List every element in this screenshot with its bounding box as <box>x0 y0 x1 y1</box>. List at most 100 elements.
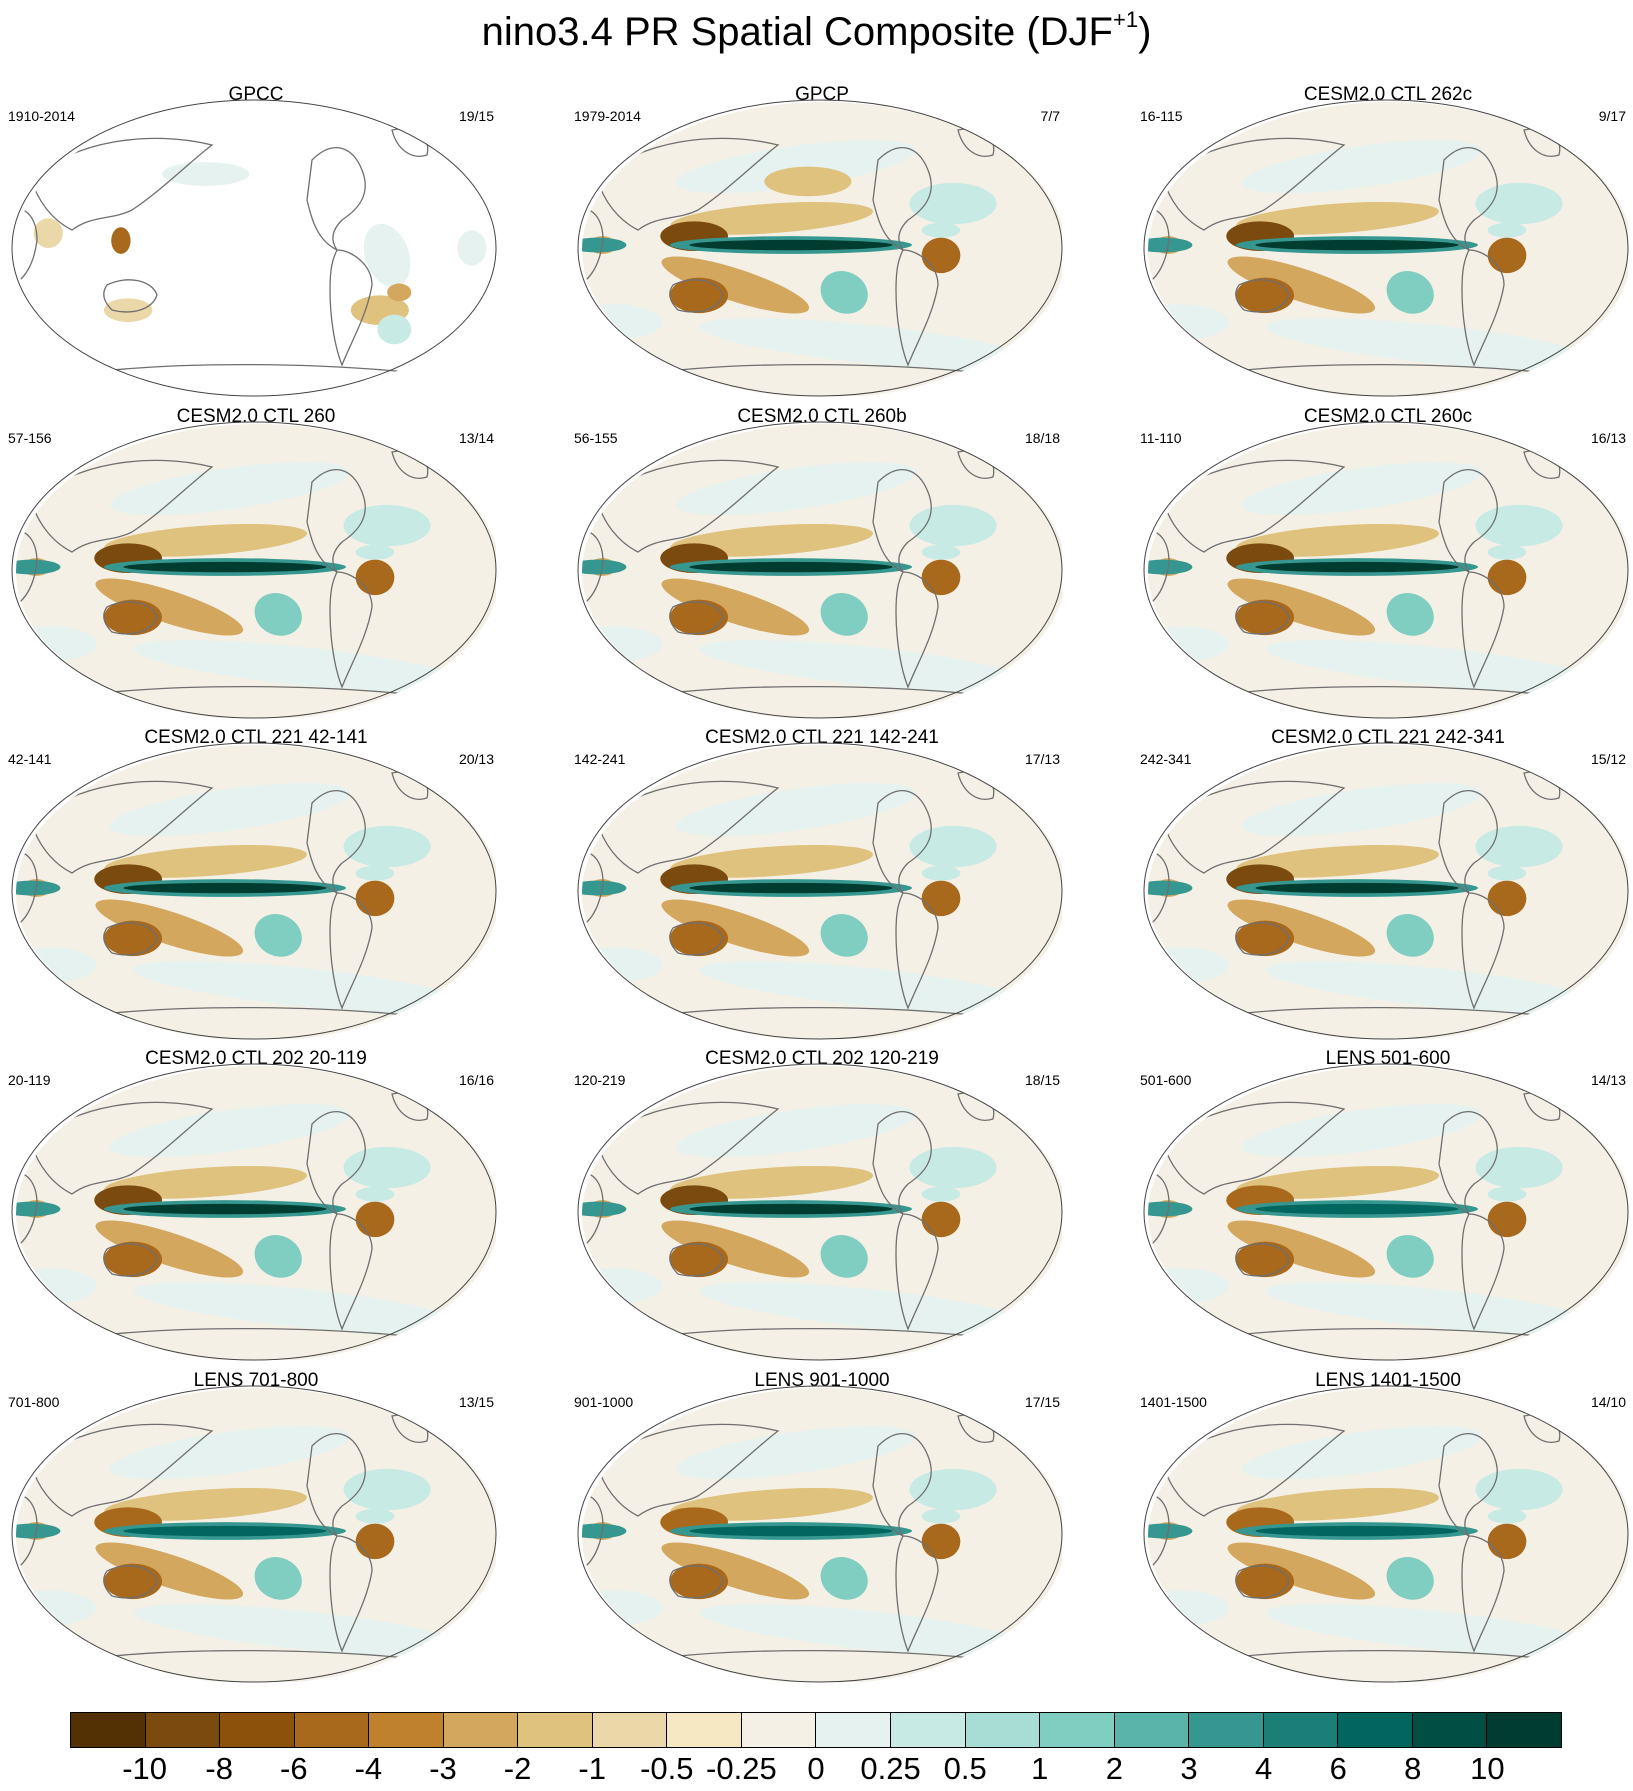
wet-anomaly-spcz <box>1386 1235 1434 1278</box>
colorbar-box <box>1114 1713 1190 1747</box>
colorbar-tick-label: -2 <box>503 1751 532 1786</box>
panel-event-count: 18/18 <box>1024 430 1060 446</box>
dry-band-north-subtropics <box>1236 1166 1439 1199</box>
wet-anomaly-indian-equator <box>582 1523 627 1539</box>
wet-tongue-core <box>1255 1203 1459 1215</box>
colorbar-tick-label: -6 <box>280 1751 308 1786</box>
wet-anomaly-spcz <box>1386 914 1434 957</box>
wet-anomaly-gulf <box>921 865 961 881</box>
panel-period: 501-600 <box>1140 1072 1192 1088</box>
wet-tongue-core <box>123 561 327 573</box>
panel-period: 56-155 <box>574 430 618 446</box>
wet-tongue-core <box>123 1203 327 1215</box>
asia-outline <box>31 137 214 231</box>
wet-anomaly-indian-equator <box>1148 1201 1193 1217</box>
dry-anomaly-australia <box>1235 277 1295 314</box>
map-frame <box>577 421 1063 719</box>
colorbar-tick-label: -0.25 <box>706 1751 777 1786</box>
map-panel: CESM2.0 CTL 221 142-241 142-241 17/13 <box>574 727 1070 1040</box>
dry-band-north-subtropics <box>670 524 873 557</box>
dry-anomaly-australia <box>103 298 153 322</box>
map-frame <box>11 1063 497 1361</box>
map-panel: CESM2.0 CTL 202 20-119 20-119 16/16 <box>8 1048 504 1361</box>
north-america-outline <box>872 1433 932 1537</box>
panel-title: LENS 901-1000 <box>754 1370 890 1391</box>
wet-anomaly-spcz <box>1386 271 1434 314</box>
colorbar-tick-label: 2 <box>1105 1751 1124 1786</box>
precipitation-map <box>11 99 497 397</box>
wet-anomaly-gulf <box>921 544 961 560</box>
panel-period: 57-156 <box>8 430 52 446</box>
map-frame <box>11 1385 497 1683</box>
colorbar-tick-label: -1 <box>578 1751 606 1786</box>
wet-anomaly-gulf <box>1487 1186 1527 1202</box>
australia-outline <box>669 1565 724 1599</box>
wet-anomaly-spcz <box>254 914 302 957</box>
north-america-outline <box>872 147 932 251</box>
dry-band-south-subtropics <box>1227 578 1376 636</box>
dry-anomaly-australia <box>669 920 729 957</box>
colorbar-box <box>816 1713 892 1747</box>
map-field <box>16 102 496 396</box>
wet-anomaly-indian-equator <box>582 1201 627 1217</box>
wet-anomaly-indian-equator <box>16 880 61 896</box>
wet-anomaly-spcz <box>820 593 868 636</box>
wet-anomaly-north-atlantic <box>343 1468 431 1511</box>
panel-period: 701-800 <box>8 1394 60 1410</box>
dry-anomaly-australia <box>103 599 163 636</box>
panel-period: 1401-1500 <box>1140 1394 1207 1410</box>
panel-title: LENS 701-800 <box>193 1370 319 1391</box>
panel-period: 120-219 <box>574 1072 626 1088</box>
map-field <box>1148 745 1628 1039</box>
wet-anomaly-indian-equator <box>16 1201 61 1217</box>
colorbar-tick-label: 4 <box>1254 1751 1273 1786</box>
precipitation-map <box>1143 742 1629 1040</box>
wet-anomaly-gulf <box>1487 865 1527 881</box>
wet-band-southern-ocean <box>699 1604 1037 1657</box>
colorbar-box <box>1263 1713 1339 1747</box>
precipitation-map <box>1143 421 1629 719</box>
dry-band-north-subtropics <box>104 845 307 878</box>
wet-anomaly-spcz <box>1386 593 1434 636</box>
colorbar-box <box>220 1713 295 1747</box>
colorbar-labels: -10 -8 -6 -4 -3 -2 -1 -0.5 -0.25 0 0.25 0.5 1 2 3 4 6 8 10 <box>70 1748 1562 1788</box>
map-field <box>582 745 1062 1039</box>
precipitation-map <box>577 1385 1063 1683</box>
wet-anomaly-indian-equator <box>16 1523 61 1539</box>
australia-outline <box>669 279 724 313</box>
wet-anomaly-gulf <box>921 1186 961 1202</box>
panel-event-count: 14/13 <box>1590 1072 1626 1088</box>
precipitation-map <box>577 421 1063 719</box>
dry-anomaly-amazon <box>387 283 412 302</box>
map-panel: LENS 1401-1500 1401-1500 14/10 <box>1140 1370 1633 1683</box>
panel-period: 20-119 <box>8 1072 51 1088</box>
wet-tongue-core <box>1255 882 1459 894</box>
map-frame <box>11 99 497 397</box>
australia-outline <box>669 1243 724 1277</box>
dry-band-north-subtropics <box>670 845 873 878</box>
wet-anomaly-spcz <box>254 1557 302 1600</box>
colorbar-tick-label: 8 <box>1404 1751 1422 1786</box>
wet-anomaly-north-atlantic <box>343 825 431 868</box>
dry-anomaly-australia <box>669 599 729 636</box>
colorbar-box <box>369 1713 444 1747</box>
wet-anomaly-spcz <box>820 1557 868 1600</box>
colorbar-box <box>741 1713 817 1747</box>
title-superscript: +1 <box>1112 7 1139 32</box>
colorbar-tick-label: 6 <box>1329 1751 1347 1786</box>
south-america-outline <box>1461 892 1505 1010</box>
south-america-outline <box>329 571 373 689</box>
wet-tongue-core <box>689 1525 893 1537</box>
map-field <box>16 1388 496 1682</box>
wet-anomaly-south-america <box>377 314 412 345</box>
precipitation-map <box>577 1063 1063 1361</box>
map-frame <box>1143 99 1629 397</box>
wet-anomaly-gulf <box>355 1508 395 1524</box>
map-frame <box>1143 1385 1629 1683</box>
dry-band-north-subtropics <box>104 524 307 557</box>
colorbar-box <box>1487 1713 1561 1747</box>
wet-anomaly-indian-equator <box>1148 880 1193 896</box>
asia-outline <box>1163 459 1346 553</box>
map-frame <box>577 1385 1063 1683</box>
dry-band-north-subtropics <box>1236 1488 1439 1521</box>
